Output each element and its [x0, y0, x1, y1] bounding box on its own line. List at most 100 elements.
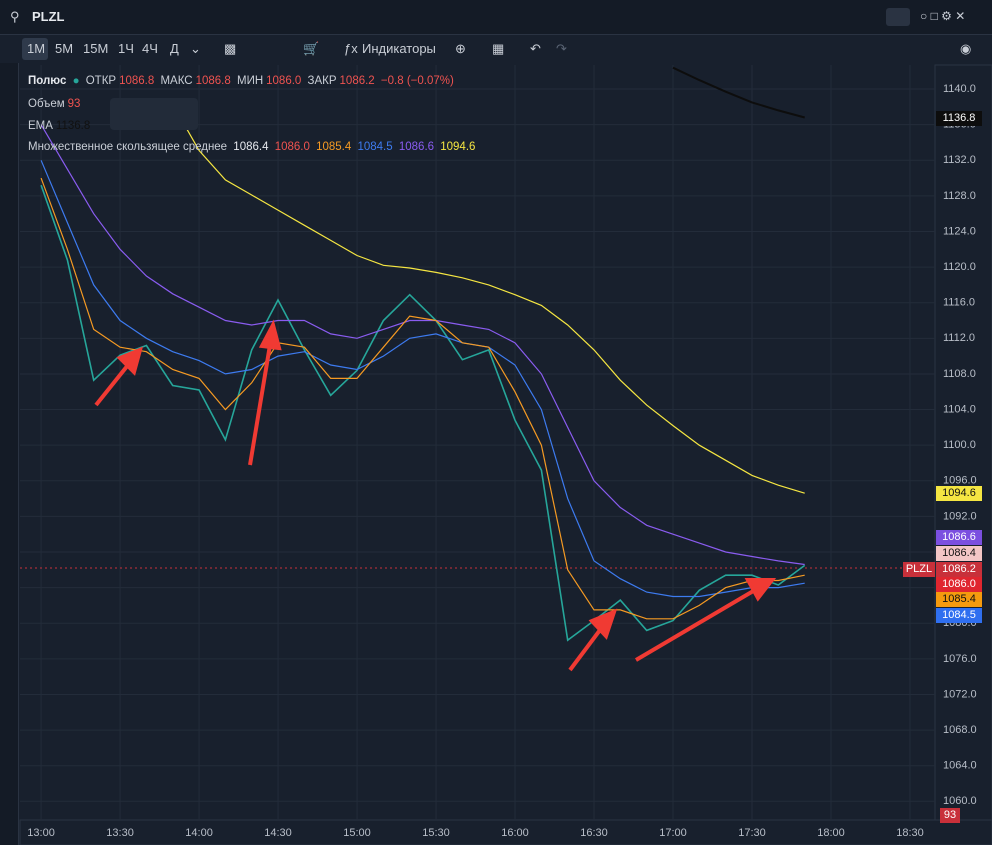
price-tag: 1086.6 [936, 530, 982, 545]
series-line [40, 184, 806, 642]
interval[interactable]: 15М [83, 41, 109, 56]
camera[interactable]: ◉ [960, 41, 972, 56]
x-tick-label: 17:00 [659, 827, 687, 839]
interval[interactable]: Д [170, 41, 179, 56]
series-line [40, 160, 805, 598]
y-tick-label: 1128.0 [943, 190, 976, 202]
plot-layer: 1060.01064.01068.01072.01076.01080.01084… [19, 64, 992, 845]
x-tick-label: 14:30 [264, 827, 292, 839]
ticker-tag: PLZL [903, 562, 935, 577]
layout-icon[interactable]: ▦ [492, 41, 505, 56]
label: Объем [28, 98, 65, 110]
change: −0.8 (−0.07%) [380, 75, 454, 87]
label: EMA [28, 120, 53, 132]
x-tick-label: 15:30 [422, 827, 450, 839]
value: 1086.0 [266, 75, 302, 87]
y-tick-label: 1076.0 [943, 653, 977, 665]
legend-ema: EMA 1136.8 [28, 120, 93, 132]
interval[interactable]: 1Ч [118, 41, 134, 56]
x-tick-label: 17:30 [738, 827, 766, 839]
name: Полюс [28, 75, 67, 87]
price-tag: 1086.4 [936, 546, 982, 561]
volume-tag: 93 [940, 808, 960, 823]
x-tick-label: 16:30 [580, 827, 608, 839]
value: 1086.0 [274, 141, 310, 153]
series-line [40, 124, 805, 566]
price-tag: 1094.6 [936, 486, 982, 501]
x-tick-label: 18:30 [896, 827, 924, 839]
y-tick-label: 1072.0 [943, 688, 977, 700]
label: МИН [236, 75, 264, 87]
y-tick-label: 1108.0 [943, 368, 976, 380]
x-tick-label: 14:00 [185, 827, 213, 839]
ticker[interactable]: PLZL [32, 9, 65, 24]
y-tick-label: 1124.0 [943, 225, 976, 237]
arrow [248, 344, 272, 466]
label: Множественное скользящее среднее [28, 141, 228, 153]
series-line [40, 177, 805, 620]
arrow [568, 628, 602, 672]
arrowhead [258, 319, 282, 351]
value: 1085.4 [316, 141, 352, 153]
value: 1086.2 [339, 75, 375, 87]
add-icon[interactable]: ⊕ [455, 41, 466, 56]
x-tick-label: 16:00 [501, 827, 529, 839]
y-tick-label: 1096.0 [943, 475, 977, 487]
drawing-widget[interactable] [110, 98, 198, 130]
chart-type[interactable]: ▩ [224, 41, 237, 56]
price-tag: 1136.8 [936, 111, 982, 126]
undo[interactable]: ↶ [530, 41, 541, 56]
y-tick-label: 1100.0 [943, 439, 976, 451]
y-tick-label: 1116.0 [943, 297, 975, 309]
active-interval-bg [22, 38, 48, 60]
interval[interactable]: 1М [27, 41, 46, 56]
interval[interactable]: 4Ч [142, 41, 158, 56]
dropdown[interactable]: ⌄ [190, 41, 201, 56]
value: 1086.8 [195, 75, 231, 87]
legend-volume: Объем 93 [28, 98, 83, 110]
window-controls[interactable]: ○ □ ⚙ ✕ [920, 9, 966, 23]
arrowhead [744, 578, 777, 602]
arrowhead [588, 608, 618, 640]
y-tick-label: 1064.0 [943, 760, 977, 772]
x-tick-label: 18:00 [817, 827, 845, 839]
y-tick-label: 1104.0 [943, 403, 976, 415]
x-tick-label: 13:30 [106, 827, 134, 839]
dot: ● [72, 75, 80, 87]
price-tag: 1085.4 [936, 592, 982, 607]
price-tag: 1086.2 [936, 562, 982, 577]
y-tick-label: 1060.0 [943, 795, 977, 807]
series-line [172, 103, 805, 494]
time-axis [19, 819, 992, 845]
collapse-button[interactable] [886, 8, 910, 26]
arrowhead [116, 346, 143, 376]
x-tick-label: 15:00 [343, 827, 371, 839]
x-tick-label: 13:00 [27, 827, 55, 839]
value: 1086.6 [398, 141, 435, 153]
top-bar: ⚲ PLZL ○ □ ⚙ ✕ [0, 0, 992, 35]
search-icon[interactable]: ⚲ [10, 9, 20, 24]
label: ОТКР [85, 75, 117, 87]
y-tick-label: 1140.0 [943, 83, 976, 95]
indicators-button[interactable]: Индикаторы [362, 41, 436, 56]
interval[interactable]: 5М [55, 41, 74, 56]
value: 1086.8 [119, 75, 155, 87]
fx-icon[interactable]: ƒx [344, 41, 358, 56]
value: 93 [67, 98, 81, 110]
y-tick-label: 1132.0 [943, 154, 976, 166]
y-tick-label: 1092.0 [943, 510, 977, 522]
redo[interactable]: ↷ [556, 41, 567, 56]
drawing-tools [0, 63, 19, 845]
price-tag: 1086.0 [936, 577, 982, 592]
toolbar: 1М 5М 15М 1Ч 4Ч Д ⌄ ▩ 🛒 ƒx Индикаторы ⊕ … [0, 35, 992, 63]
label: ЗАКР [307, 75, 337, 87]
arrow [94, 363, 130, 407]
value: 1084.5 [357, 141, 393, 153]
cart-icon[interactable]: 🛒 [303, 41, 320, 56]
price-tag: 1084.5 [936, 608, 982, 623]
series-line [672, 66, 805, 119]
y-tick-label: 1112.0 [943, 332, 975, 344]
value: 1136.8 [55, 120, 91, 132]
arrow [634, 588, 757, 662]
